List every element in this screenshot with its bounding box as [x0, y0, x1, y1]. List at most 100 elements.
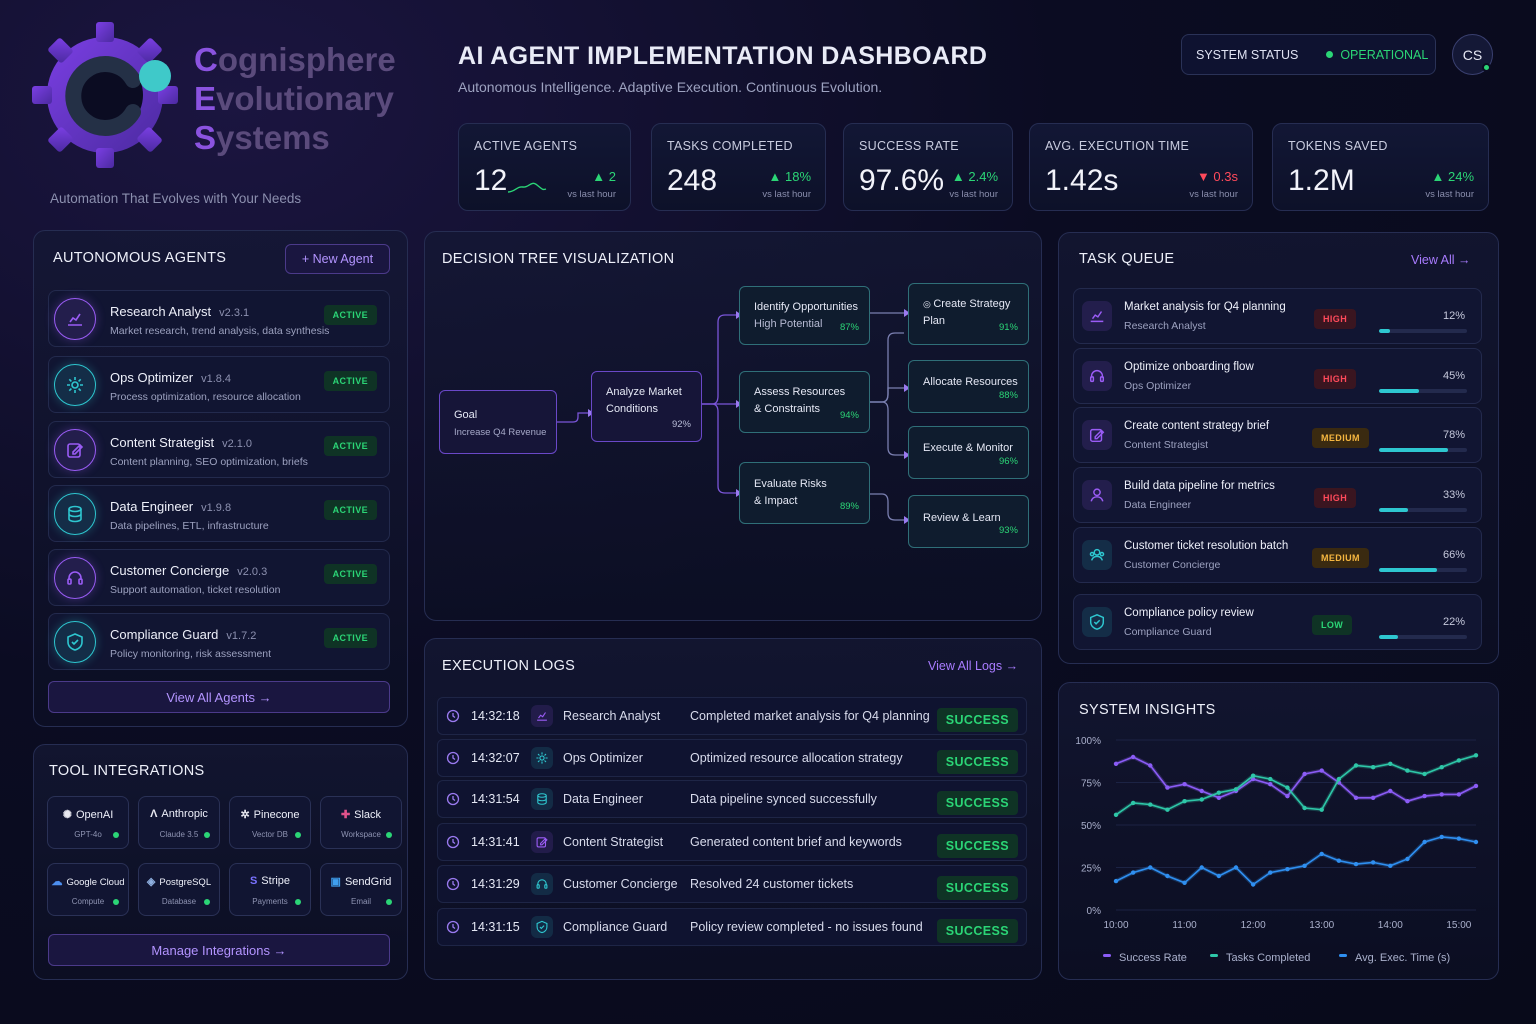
tool-subtitle: Payments	[252, 897, 288, 906]
tree-node-evaluate-risks[interactable]: Evaluate Risks & Impact 89%	[739, 462, 870, 524]
connected-dot-icon	[204, 899, 210, 905]
view-all-agents-button[interactable]: View All Agents →	[48, 681, 390, 713]
kpi-comparison: vs last hour	[949, 189, 998, 200]
task-agent: Compliance Guard	[1124, 626, 1212, 638]
agents-title: AUTONOMOUS AGENTS	[53, 250, 227, 266]
status-dot-icon	[1326, 51, 1334, 58]
chart-icon	[1082, 301, 1112, 331]
log-row[interactable]: 14:31:15 Compliance Guard Policy review co…	[437, 908, 1027, 946]
tool-name-text: Stripe	[261, 875, 291, 887]
kpi-sparkline	[507, 182, 547, 193]
log-row[interactable]: 14:31:54 Data Engineer Data pipeline synce…	[437, 780, 1027, 818]
task-progress-value: 45%	[1442, 370, 1465, 382]
task-progress-value: 22%	[1442, 616, 1465, 628]
tool-subtitle: Claude 3.5	[159, 830, 199, 839]
kpi-card: AVG. EXECUTION TIME 1.42s ▼ 0.3s vs last ho…	[1029, 123, 1253, 211]
agent-name-text: Content Strategist	[110, 435, 215, 450]
manage-integrations-button[interactable]: Manage Integrations →	[48, 934, 390, 966]
tool-logo-icon: S	[249, 875, 258, 887]
user-avatar[interactable]: CS	[1452, 34, 1493, 75]
tool-card-sendgrid[interactable]: ▣ SendGrid Email	[320, 863, 402, 916]
log-message: Resolved 24 customer tickets	[690, 877, 854, 891]
tree-node-analyze-market[interactable]: Analyze Market Conditions 92%	[591, 371, 702, 442]
log-time: 14:31:29	[471, 877, 520, 891]
agent-card[interactable]: Research Analyst v2.3.1 Market research, t…	[48, 290, 390, 347]
data-point	[1268, 782, 1273, 787]
tree-node-goal[interactable]: Goal Increase Q4 Revenue	[439, 390, 557, 454]
tool-subtitle: Workspace	[341, 830, 381, 839]
tool-card-anthropic[interactable]: Λ Anthropic Claude 3.5	[138, 796, 220, 849]
clock-icon	[446, 751, 460, 768]
data-point	[1250, 882, 1256, 887]
kpi-comparison: vs last hour	[762, 189, 811, 200]
task-title: Optimize onboarding flow	[1124, 361, 1254, 373]
log-row[interactable]: 14:32:07 Ops Optimizer Optimized resource …	[437, 739, 1027, 777]
view-all-logs-link[interactable]: View All Logs →	[928, 659, 1019, 673]
tool-logo-icon: ☁	[51, 876, 63, 888]
data-point	[1336, 858, 1342, 863]
log-agent: Data Engineer	[563, 792, 643, 806]
task-card[interactable]: Compliance policy review Compliance Guard…	[1073, 594, 1482, 650]
connected-dot-icon	[295, 832, 301, 838]
tree-node-execute-monitor[interactable]: Execute & Monitor 96%	[908, 426, 1029, 479]
node-line-1: Analyze Market	[606, 386, 682, 398]
kpi-value: 1.2M	[1288, 164, 1355, 197]
tree-node-review-learn[interactable]: Review & Learn 93%	[908, 495, 1029, 548]
tool-card-openai[interactable]: ✺ OpenAI GPT-4o	[47, 796, 129, 849]
tool-card-google-cloud[interactable]: ☁ Google Cloud Compute	[47, 863, 129, 916]
data-point	[1319, 768, 1324, 773]
clock-icon	[446, 792, 460, 809]
log-message: Completed market analysis for Q4 plannin…	[690, 709, 930, 723]
tool-card-stripe[interactable]: S Stripe Payments	[229, 863, 311, 916]
tree-node-assess-resources[interactable]: Assess Resources & Constraints 94%	[739, 371, 870, 433]
headset-icon	[1082, 361, 1112, 391]
priority-badge: MEDIUM	[1312, 548, 1369, 568]
task-agent: Ops Optimizer	[1124, 380, 1192, 392]
new-agent-button[interactable]: + New Agent	[285, 244, 390, 274]
log-row[interactable]: 14:32:18 Research Analyst Completed market…	[437, 697, 1027, 735]
view-all-tasks-link[interactable]: View All →	[1411, 253, 1471, 267]
online-dot-icon	[1482, 63, 1491, 72]
series-success-rate	[1113, 754, 1479, 804]
series-glow	[1115, 754, 1477, 804]
tool-name-text: SendGrid	[344, 876, 392, 888]
agent-card[interactable]: Data Engineer v1.9.8 Data pipelines, ETL, …	[48, 485, 390, 542]
log-row[interactable]: 14:31:29 Customer Concierge Resolved 24 cu…	[437, 865, 1027, 903]
agent-card[interactable]: Ops Optimizer v1.8.4 Process optimization,…	[48, 356, 390, 413]
agent-version: v2.1.0	[222, 438, 253, 450]
agent-name-text: Customer Concierge	[110, 563, 230, 578]
task-agent: Customer Concierge	[1124, 559, 1221, 571]
tree-node-allocate-resources[interactable]: Allocate Resources 88%	[908, 360, 1029, 413]
series-line	[1115, 756, 1477, 803]
agent-card[interactable]: Content Strategist v2.1.0 Content planning…	[48, 421, 390, 478]
goal-value: Increase Q4 Revenue	[454, 427, 547, 438]
x-tick-label: 13:00	[1309, 920, 1334, 931]
task-card[interactable]: Build data pipeline for metrics Data Engi…	[1073, 467, 1482, 523]
tool-card-slack[interactable]: ✚ Slack Workspace	[320, 796, 402, 849]
data-point	[1370, 765, 1376, 770]
log-row[interactable]: 14:31:41 Content Strategist Generated cont…	[437, 823, 1027, 861]
system-status[interactable]: SYSTEM STATUS OPERATIONAL	[1181, 34, 1436, 75]
data-point	[1456, 758, 1462, 763]
shield-icon	[531, 916, 553, 938]
agent-card[interactable]: Customer Concierge v2.0.3 Support automati…	[48, 549, 390, 606]
tool-name: ✚ Slack	[321, 808, 401, 821]
tree-node-create-strategy[interactable]: ◎ Create Strategy Plan 91%	[908, 283, 1029, 345]
log-agent: Ops Optimizer	[563, 751, 643, 765]
task-card[interactable]: Create content strategy brief Content Str…	[1073, 407, 1482, 463]
agent-card[interactable]: Compliance Guard v1.7.2 Policy monitoring,…	[48, 613, 390, 670]
task-card[interactable]: Market analysis for Q4 planning Research …	[1073, 288, 1482, 344]
data-point	[1422, 839, 1427, 845]
tool-card-postgresql[interactable]: ◈ PostgreSQL Database	[138, 863, 220, 916]
tool-card-pinecone[interactable]: ✲ Pinecone Vector DB	[229, 796, 311, 849]
edit-icon	[531, 831, 553, 853]
tree-node-identify-opportunities[interactable]: Identify Opportunities High Potential 87…	[739, 286, 870, 345]
task-title: Create content strategy brief	[1124, 420, 1270, 432]
node-line-1: Allocate Resources	[923, 376, 1018, 388]
task-card[interactable]: Customer ticket resolution batch Customer…	[1073, 527, 1482, 583]
priority-badge: HIGH	[1314, 488, 1357, 508]
task-card[interactable]: Optimize onboarding flow Ops Optimizer HIG…	[1073, 348, 1482, 404]
tool-name-text: PostgreSQL	[159, 877, 212, 888]
insights-title: SYSTEM INSIGHTS	[1079, 702, 1216, 718]
log-agent: Research Analyst	[563, 709, 661, 723]
